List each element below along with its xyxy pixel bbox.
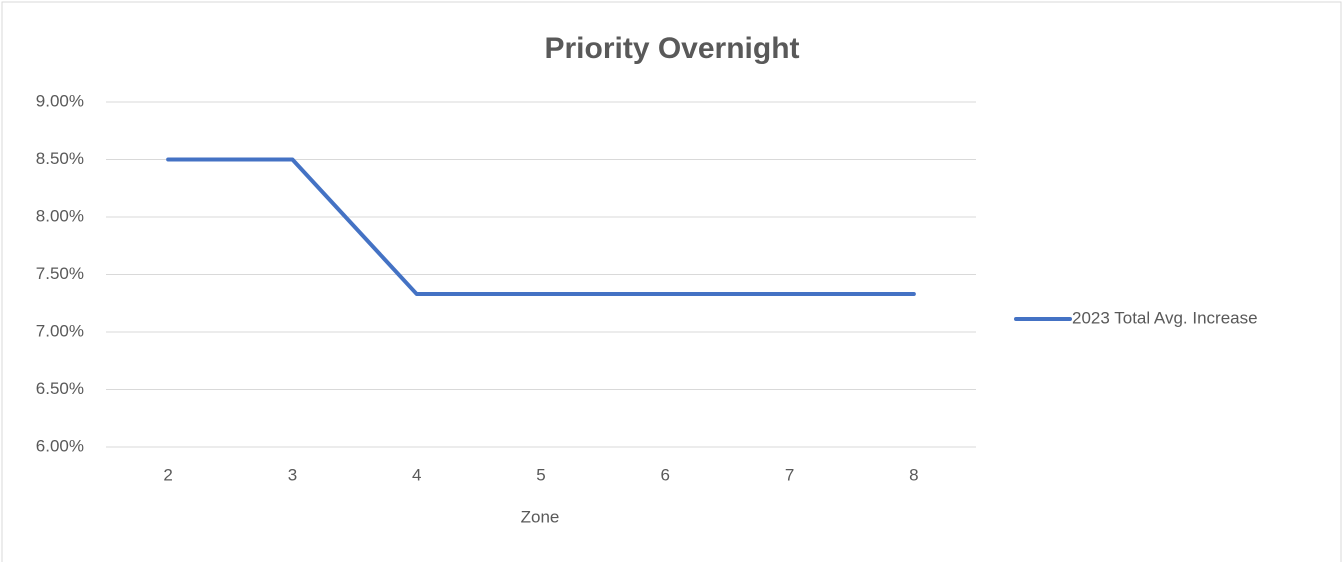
x-tick-label: 6: [661, 465, 670, 484]
y-tick-label: 6.50%: [36, 379, 84, 398]
line-series: [166, 157, 916, 297]
legend-label: 2023 Total Avg. Increase: [1072, 308, 1258, 327]
x-axis-label: Zone: [521, 507, 560, 526]
y-tick-label: 8.50%: [36, 149, 84, 168]
y-tick-label: 6.00%: [36, 436, 84, 455]
x-tick-label: 8: [909, 465, 918, 484]
y-tick-label: 9.00%: [36, 91, 84, 110]
chart-title: Priority Overnight: [544, 32, 799, 65]
y-tick-label: 7.50%: [36, 264, 84, 283]
y-tick-label: 8.00%: [36, 206, 84, 225]
x-tick-label: 2: [163, 465, 172, 484]
x-tick-label: 4: [412, 465, 421, 484]
x-tick-label: 5: [536, 465, 545, 484]
y-tick-label: 7.00%: [36, 321, 84, 340]
x-tick-label: 3: [288, 465, 297, 484]
x-tick-label: 7: [785, 465, 794, 484]
